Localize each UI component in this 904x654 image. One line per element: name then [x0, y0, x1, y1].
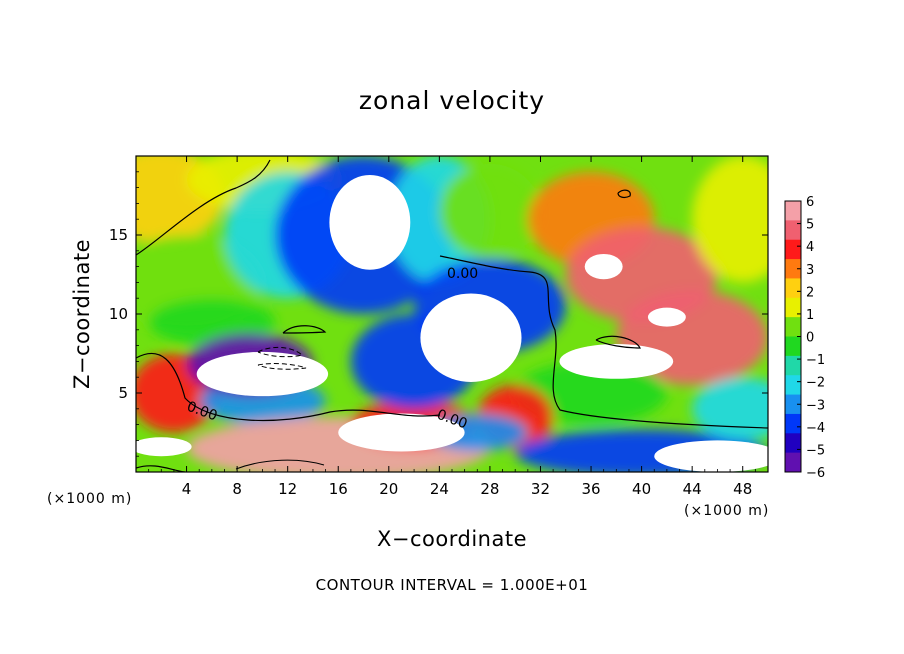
saturated-region	[420, 293, 522, 382]
x-tick-label: 8	[232, 480, 242, 498]
colorbar-swatch	[785, 355, 801, 376]
chart-title: zonal velocity	[358, 86, 546, 115]
zero-contour-line	[595, 335, 641, 349]
colorbar-swatch	[785, 220, 801, 241]
colorbar-tick-label: −2	[806, 376, 825, 391]
y-tick-label: 15	[109, 226, 128, 244]
contour-label: 0.00	[447, 266, 478, 282]
colorbar-swatch	[785, 278, 801, 299]
colorbar-swatch	[785, 452, 801, 473]
y-axis-ticks: 5 10 15	[109, 171, 768, 457]
plot-area: 0.00 0.00 0.00	[136, 156, 768, 472]
y-tick-label: 5	[118, 384, 128, 402]
saturated-regions	[136, 174, 768, 472]
field-blob	[692, 377, 768, 441]
negative-contour-line	[257, 363, 307, 370]
field-blob	[439, 163, 541, 259]
x-tick-label: 40	[632, 480, 651, 498]
saturated-region	[584, 253, 623, 280]
colorbar: 6 5 4 3 2 1 0 −1 −2 −3 −4 −5 −6	[784, 195, 825, 481]
contour-interval-note: CONTOUR INTERVAL = 1.000E+01	[315, 576, 589, 594]
saturated-region	[136, 437, 192, 457]
saturated-region	[559, 344, 674, 379]
x-tick-label: 12	[278, 480, 297, 498]
colorbar-tick-label: −1	[806, 353, 825, 368]
colorbar-tick-label: 3	[806, 263, 814, 278]
colorbar-swatch	[785, 201, 801, 221]
colorbar-swatch	[785, 394, 801, 415]
colorbar-tick-label: −6	[806, 466, 825, 481]
zero-contour-line	[439, 255, 768, 429]
velocity-field	[136, 156, 768, 472]
positive-contour-line	[235, 459, 325, 470]
x-axis-ticks: 4 8 12 16 20 24 28 32 36 40 44 48	[148, 156, 756, 498]
field-blob	[692, 156, 768, 283]
x-tick-label: 44	[683, 480, 702, 498]
x-tick-label: 16	[329, 480, 348, 498]
colorbar-swatch	[785, 317, 801, 337]
colorbar-tick-label: 1	[806, 308, 814, 323]
saturated-region	[338, 413, 465, 452]
colorbar-swatch	[785, 433, 801, 454]
colorbar-swatch	[785, 375, 801, 396]
x-unit-label-right: (×1000 m)	[684, 503, 770, 519]
x-tick-label: 24	[430, 480, 449, 498]
x-tick-label: 20	[379, 480, 398, 498]
colorbar-tick-label: 5	[806, 218, 814, 233]
colorbar-tick-label: −5	[806, 443, 825, 458]
colorbar-tick-label: 6	[806, 195, 814, 210]
colorbar-swatch	[785, 413, 801, 434]
colorbar-swatch	[785, 336, 801, 357]
x-tick-label: 4	[182, 480, 192, 498]
colorbar-tick-label: −4	[806, 421, 825, 436]
zero-contour-line	[136, 352, 441, 422]
colorbar-tick-label: −3	[806, 398, 825, 413]
colorbar-tick-label: 0	[806, 331, 814, 346]
colorbar-tick-label: 4	[806, 240, 814, 255]
saturated-region	[329, 174, 411, 270]
saturated-region	[647, 307, 686, 327]
zero-contour-line	[617, 189, 631, 199]
colorbar-swatch	[785, 259, 801, 279]
x-tick-label: 36	[581, 480, 600, 498]
zero-contour-line	[136, 465, 186, 472]
x-tick-label: 32	[531, 480, 550, 498]
zero-contour-line	[282, 325, 327, 334]
x-tick-label: 48	[733, 480, 752, 498]
colorbar-swatch	[785, 297, 801, 318]
colorbar-swatch	[785, 239, 801, 260]
zero-contours	[136, 159, 768, 472]
colorbar-tick-label: 2	[806, 285, 814, 300]
zero-contour-line	[136, 159, 271, 256]
x-axis-label: X−coordinate	[377, 527, 527, 551]
y-tick-label: 10	[109, 305, 128, 323]
x-unit-label-left: (×1000 m)	[47, 491, 133, 507]
x-tick-label: 28	[480, 480, 499, 498]
saturated-region	[654, 440, 768, 472]
saturated-region	[196, 351, 329, 397]
